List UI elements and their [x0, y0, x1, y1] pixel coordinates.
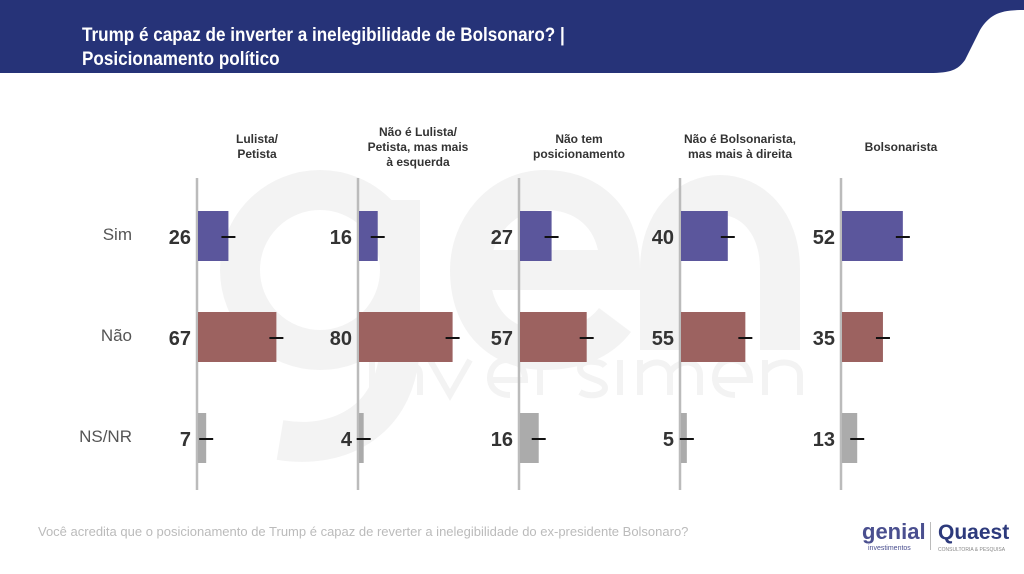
- row-label: Sim: [102, 225, 132, 244]
- bar: [359, 211, 378, 261]
- value-label: 5: [663, 429, 674, 451]
- panel-header: Bolsonarista: [864, 140, 938, 154]
- value-label: 7: [180, 429, 191, 451]
- logo-divider: [930, 522, 931, 550]
- panel-header: Não tem posicionamento: [532, 132, 625, 161]
- bar: [520, 413, 539, 463]
- genial-logo-sub: investimentos: [868, 545, 911, 552]
- quaest-logo-sub: CONSULTORIA & PESQUISA: [938, 547, 1006, 553]
- row-label: Não: [100, 326, 132, 345]
- row-label: NS/NR: [79, 427, 132, 446]
- panel-header: Não é Lulista/ Petista, mas mais à esque…: [367, 125, 469, 169]
- value-label: 16: [491, 429, 513, 451]
- value-label: 55: [652, 328, 674, 350]
- quaest-logo: Quaest: [938, 521, 1010, 544]
- header-banner: [0, 0, 1024, 73]
- value-label: 80: [330, 328, 352, 350]
- bar: [681, 312, 746, 362]
- bar: [520, 312, 587, 362]
- value-label: 67: [169, 328, 191, 350]
- value-label: 57: [491, 328, 513, 350]
- value-label: 27: [491, 227, 513, 249]
- panel-header: Não é Bolsonarista, mas mais à direita: [683, 132, 797, 161]
- bar: [842, 413, 858, 463]
- genial-logo: genial: [862, 519, 926, 544]
- page-title: Trump é capaz de inverter a inelegibilid…: [82, 24, 565, 72]
- value-label: 16: [330, 227, 352, 249]
- value-label: 35: [813, 328, 835, 350]
- footer-question: Você acredita que o posicionamento de Tr…: [38, 524, 689, 539]
- title-line-2: Posicionamento político: [82, 49, 280, 70]
- value-label: 13: [813, 429, 835, 451]
- title-line-1: Trump é capaz de inverter a inelegibilid…: [82, 25, 565, 46]
- value-label: 52: [813, 227, 835, 249]
- value-label: 4: [341, 429, 353, 451]
- bar: [359, 312, 453, 362]
- panel-header: Lulista/ Petista: [235, 132, 278, 161]
- value-label: 40: [652, 227, 674, 249]
- bar: [842, 211, 903, 261]
- bar: [681, 211, 728, 261]
- value-label: 26: [169, 227, 191, 249]
- bar: [198, 312, 277, 362]
